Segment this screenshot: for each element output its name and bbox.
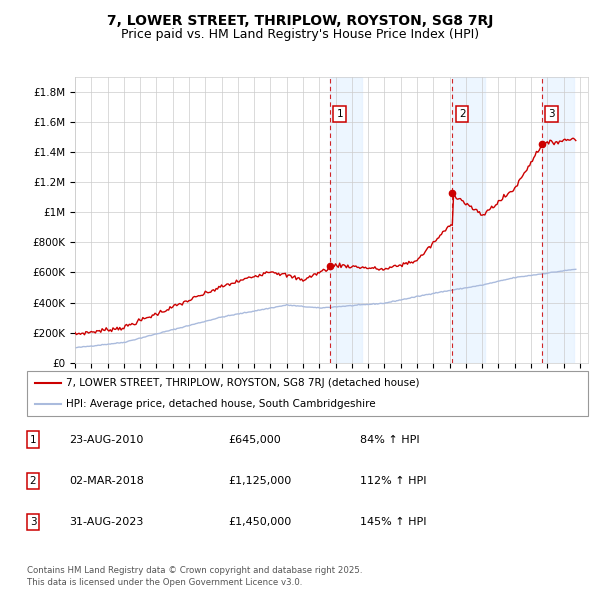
- Text: 02-MAR-2018: 02-MAR-2018: [69, 476, 144, 486]
- Text: 3: 3: [29, 517, 37, 527]
- Text: 3: 3: [548, 109, 555, 119]
- Text: 31-AUG-2023: 31-AUG-2023: [69, 517, 143, 527]
- Bar: [452, 77, 485, 363]
- Text: 1: 1: [29, 435, 37, 444]
- Bar: [330, 77, 362, 363]
- Text: 84% ↑ HPI: 84% ↑ HPI: [360, 435, 419, 444]
- Text: £1,450,000: £1,450,000: [228, 517, 291, 527]
- Text: 2: 2: [29, 476, 37, 486]
- Text: 1: 1: [337, 109, 343, 119]
- Text: 145% ↑ HPI: 145% ↑ HPI: [360, 517, 427, 527]
- Text: Contains HM Land Registry data © Crown copyright and database right 2025.
This d: Contains HM Land Registry data © Crown c…: [27, 566, 362, 587]
- Bar: [542, 77, 574, 363]
- Text: £1,125,000: £1,125,000: [228, 476, 291, 486]
- Text: 2: 2: [459, 109, 466, 119]
- FancyBboxPatch shape: [27, 371, 588, 416]
- Text: 7, LOWER STREET, THRIPLOW, ROYSTON, SG8 7RJ (detached house): 7, LOWER STREET, THRIPLOW, ROYSTON, SG8 …: [66, 378, 420, 388]
- Text: 7, LOWER STREET, THRIPLOW, ROYSTON, SG8 7RJ: 7, LOWER STREET, THRIPLOW, ROYSTON, SG8 …: [107, 14, 493, 28]
- Text: 112% ↑ HPI: 112% ↑ HPI: [360, 476, 427, 486]
- Text: HPI: Average price, detached house, South Cambridgeshire: HPI: Average price, detached house, Sout…: [66, 399, 376, 409]
- Text: £645,000: £645,000: [228, 435, 281, 444]
- Text: 23-AUG-2010: 23-AUG-2010: [69, 435, 143, 444]
- Text: Price paid vs. HM Land Registry's House Price Index (HPI): Price paid vs. HM Land Registry's House …: [121, 28, 479, 41]
